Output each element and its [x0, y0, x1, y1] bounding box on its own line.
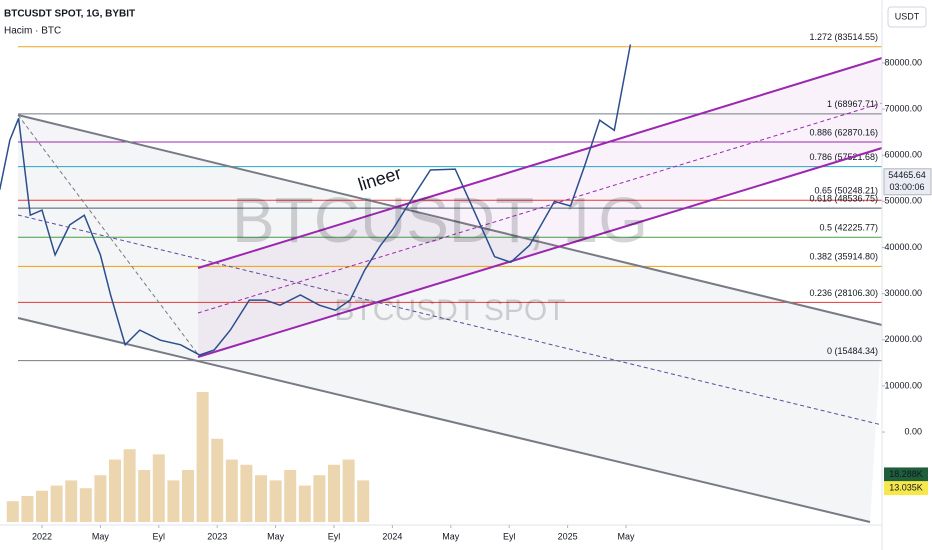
volume-bar [240, 464, 253, 522]
volume-bar [50, 485, 63, 522]
volume-bar [123, 449, 136, 522]
volume-title: Hacim · BTC [4, 26, 61, 37]
channel-upper [17, 114, 883, 326]
volume-bar [6, 501, 19, 522]
countdown: 03:00:06 [889, 182, 924, 192]
x-tick-label: Eyl [328, 531, 341, 541]
purple-mid [197, 102, 883, 314]
purple-upper [197, 57, 883, 269]
y-tick-label: 50000.00 [884, 196, 922, 206]
watermark: BTCUSDT, 1G [232, 184, 648, 256]
x-tick-label: 2023 [207, 531, 227, 541]
y-tick-label: 0.00 [904, 426, 922, 436]
fib-label: 0.886 (62870.16) [809, 127, 878, 137]
diagonal-dashed [17, 114, 201, 358]
y-tick-label: 40000.00 [884, 242, 922, 252]
volume-bar [225, 459, 238, 522]
fib-label: 0.382 (35914.80) [809, 252, 878, 262]
price-line [0, 44, 632, 356]
volume-bar [284, 470, 297, 522]
fib-label: 0.65 (50248.21) [814, 186, 878, 196]
y-tick-label: 20000.00 [884, 334, 922, 344]
x-tick-label: 2025 [558, 531, 578, 541]
volume-bar [109, 459, 122, 522]
fib-label: 0.236 (28106.30) [809, 288, 878, 298]
x-tick-label: May [92, 531, 110, 541]
volume-bar [94, 475, 107, 522]
volume-bar [65, 480, 78, 522]
fib-label: 0 (15484.34) [827, 346, 878, 356]
watermark-sub: BTCUSDT SPOT [334, 294, 565, 327]
volume-bar [36, 490, 49, 522]
x-tick-label: Eyl [503, 531, 516, 541]
volume-bar [313, 475, 326, 522]
volume-bar [138, 470, 151, 522]
gray-channel [18, 115, 882, 522]
volume-bar [152, 454, 165, 522]
fib-label: 0.786 (57521.68) [809, 152, 878, 162]
x-tick-label: Eyl [153, 531, 166, 541]
volume-bar [255, 475, 268, 522]
currency-label[interactable]: USDT [895, 11, 920, 21]
volume-bar [182, 470, 195, 522]
x-tick-label: 2022 [32, 531, 52, 541]
x-tick-label: 2024 [382, 531, 402, 541]
volume-label-box [884, 467, 928, 482]
x-tick-label: May [617, 531, 635, 541]
fib-label: 0.618 (48536.75) [809, 193, 878, 203]
last-price-box [883, 168, 932, 196]
purple-lower [197, 147, 883, 358]
volume-bar [211, 438, 224, 522]
fib-label: 0.5 (42225.77) [819, 223, 878, 233]
y-tick-label: 70000.00 [884, 103, 922, 113]
volume-bar [298, 485, 311, 522]
y-tick-label: 60000.00 [884, 150, 922, 160]
volume-label-box [884, 481, 928, 496]
channel-lower [17, 317, 871, 523]
volume-bar [167, 480, 180, 522]
volume-bar [269, 480, 282, 522]
y-tick-label: 30000.00 [884, 288, 922, 298]
volume-bar [21, 496, 34, 522]
volume-label: 13.035K [889, 482, 923, 492]
volume-bar [342, 459, 355, 522]
y-axis-bg [882, 0, 932, 550]
currency-button[interactable] [887, 6, 927, 28]
fib-label: 1 (68967.71) [827, 99, 878, 109]
x-tick-label: May [267, 531, 285, 541]
channel-mid [17, 214, 883, 426]
volume-bar [357, 480, 370, 522]
volume-bar [196, 392, 209, 522]
volume-bar [79, 488, 92, 522]
x-tick-label: May [442, 531, 460, 541]
symbol-title: BTCUSDT SPOT, 1G, BYBIT [4, 9, 135, 20]
volume-label: 18.288K [889, 469, 923, 479]
volume-bar [328, 464, 341, 522]
y-tick-label: 80000.00 [884, 57, 922, 67]
last-price: 54465.64 [888, 170, 926, 180]
fib-label: 1.272 (83514.55) [809, 32, 878, 42]
y-tick-label: 10000.00 [884, 380, 922, 390]
